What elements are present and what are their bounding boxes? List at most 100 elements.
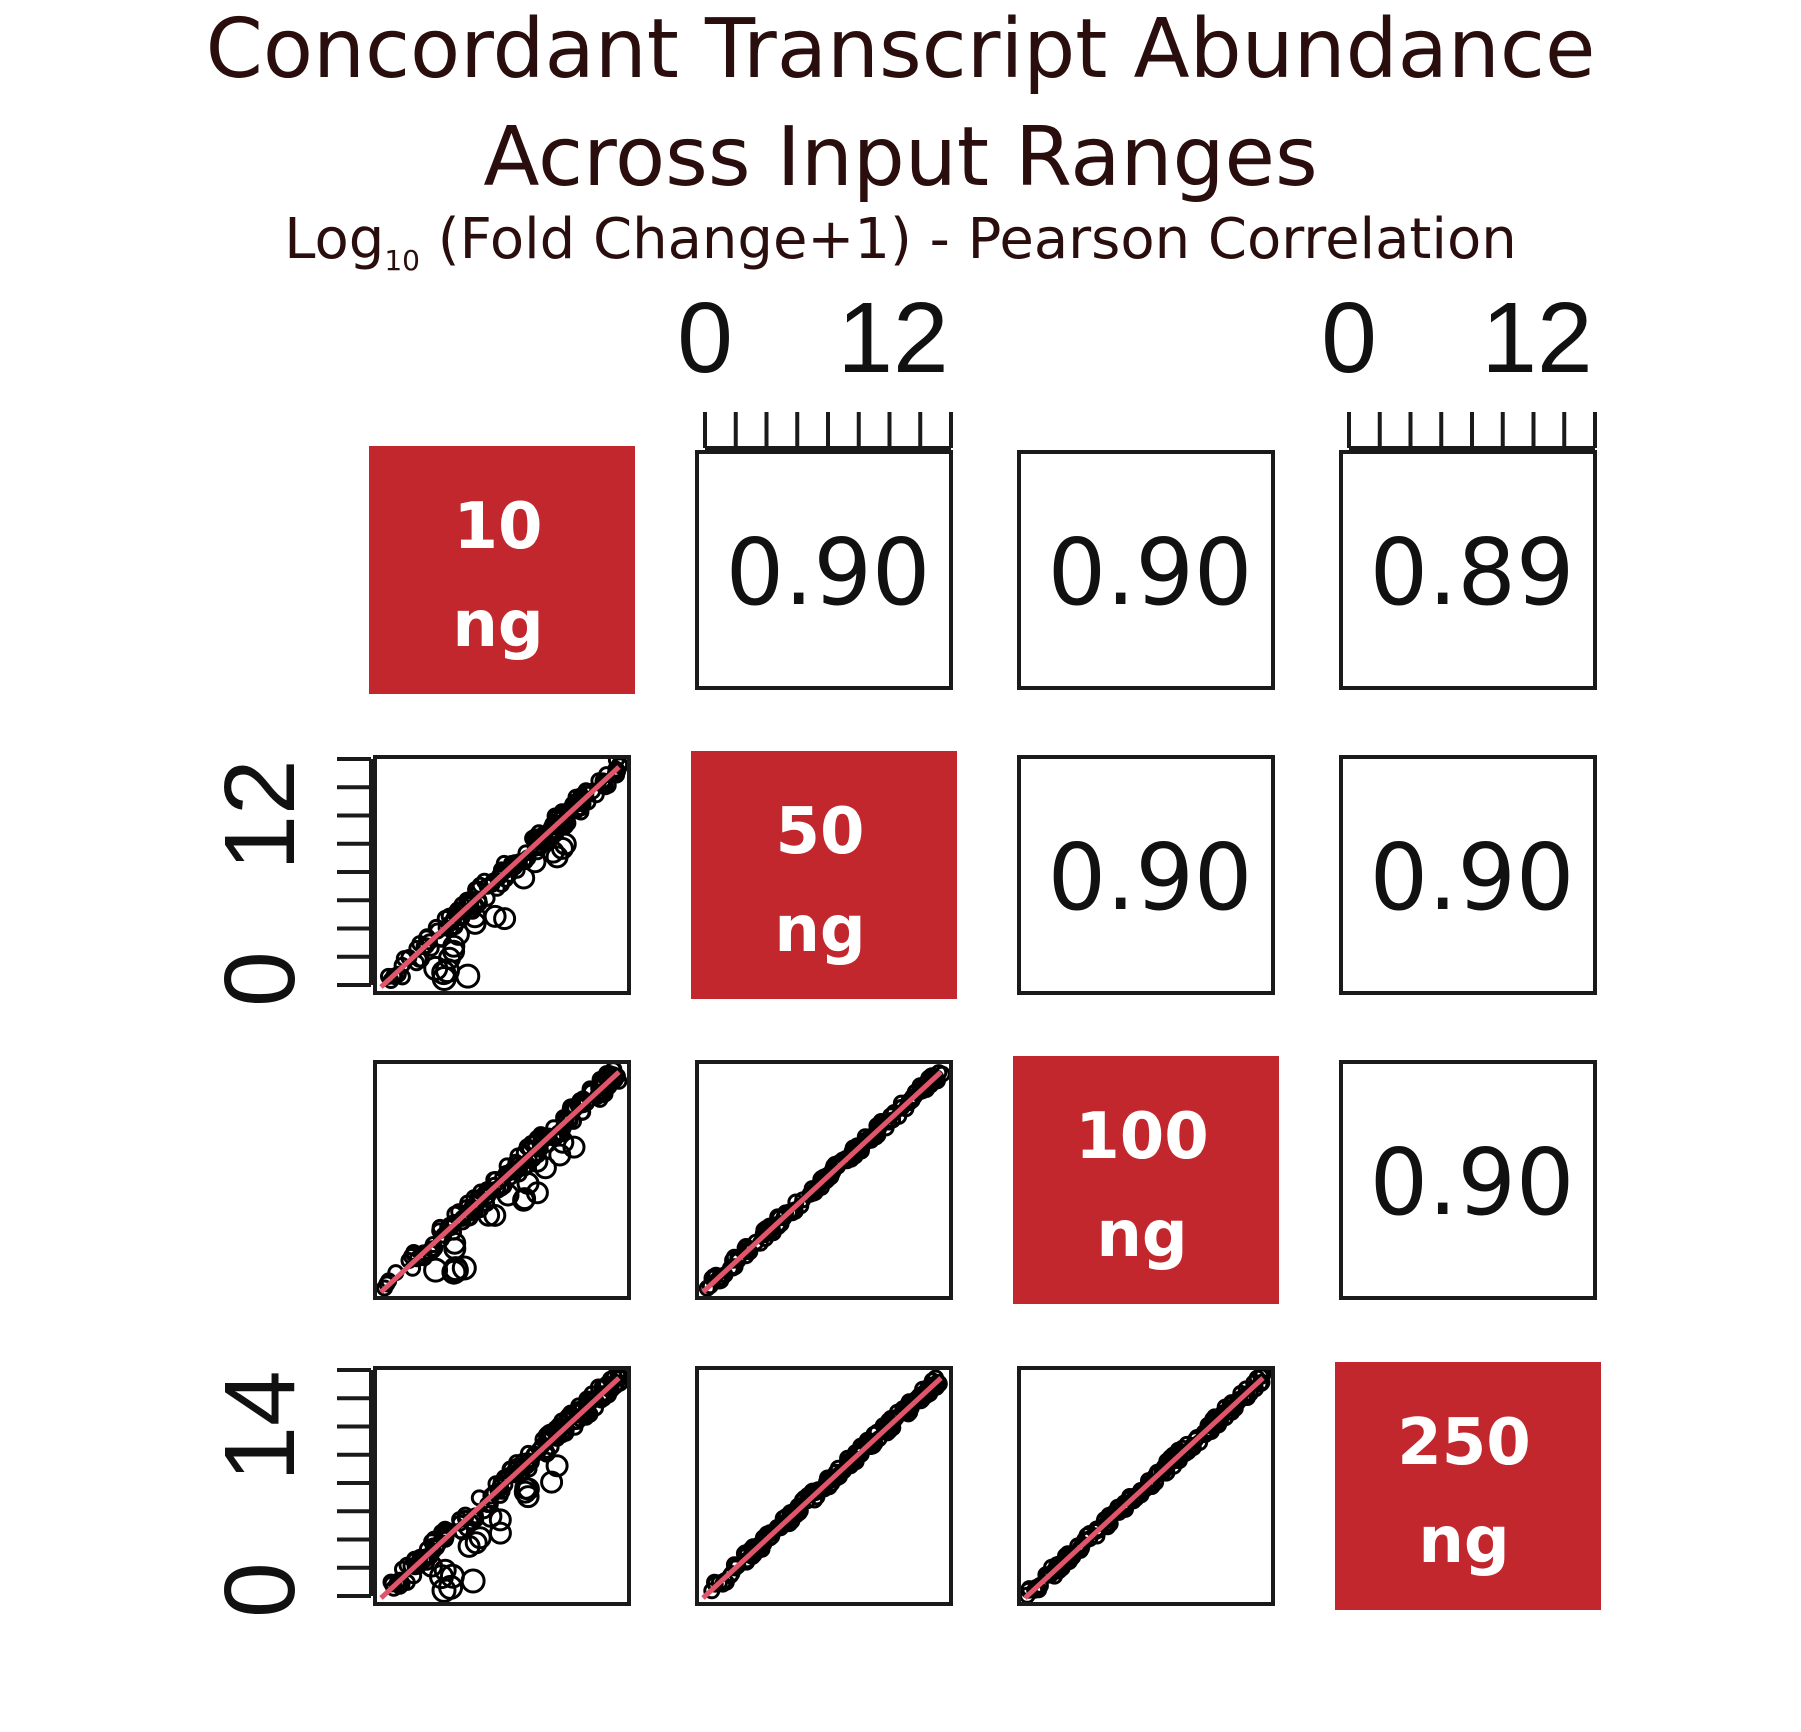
top-axis-tick-label-min: 0 xyxy=(1321,282,1377,394)
left-axis-tick-label-max: 12 xyxy=(204,759,316,870)
correlation-value: 0.89 xyxy=(1370,519,1575,626)
scatter-outlier xyxy=(516,1477,540,1501)
subtitle-rest: (Fold Change+1) - Pearson Correlation xyxy=(419,207,1517,272)
correlation-value: 0.90 xyxy=(1048,519,1253,626)
scatter-outlier xyxy=(550,836,574,860)
scatter-point xyxy=(829,1157,847,1175)
scatter-point xyxy=(849,1445,867,1463)
scatter-cell xyxy=(373,755,631,995)
scatter-outlier xyxy=(479,1504,503,1528)
diagonal-label-unit: ng xyxy=(1418,1504,1509,1578)
diagonal-cell-background xyxy=(1335,1362,1601,1610)
scatter-outlier xyxy=(439,1563,465,1589)
scatter-points xyxy=(703,1370,948,1600)
diagonal-label-value: 10 xyxy=(453,490,542,564)
scatter-point xyxy=(572,1096,590,1114)
fit-line xyxy=(701,1376,943,1600)
scatter-points xyxy=(1021,1370,1271,1602)
scatter-point xyxy=(560,1111,578,1129)
diagonal-label-cell: 100 ng xyxy=(1013,1056,1279,1304)
scatter-outlier xyxy=(493,907,517,931)
scatter-point xyxy=(769,1519,787,1537)
diagonal-label-cell: 10 ng xyxy=(369,446,635,694)
diagonal-label-value: 50 xyxy=(775,795,864,869)
scatter-point xyxy=(1202,1415,1220,1433)
top-axis-tick-label-max: 12 xyxy=(1481,282,1592,394)
diagonal-label-value: 250 xyxy=(1397,1406,1531,1480)
scatter-outlier xyxy=(429,1564,454,1590)
scatter-outlier xyxy=(423,955,449,981)
scatter-point xyxy=(738,1551,756,1569)
scatter-outlier xyxy=(451,1255,477,1281)
scatter-point xyxy=(1165,1449,1183,1467)
scatter-cell xyxy=(373,1366,631,1606)
chart-title-line-1: Concordant Transcript Abundance xyxy=(205,2,1596,97)
correlation-cell-frame xyxy=(1339,450,1597,690)
correlation-cell-frame xyxy=(1017,450,1275,690)
scatter-point xyxy=(482,1487,500,1505)
scatter-outlier xyxy=(516,1485,540,1509)
left-axis-tick-label-min: 0 xyxy=(204,951,316,1007)
scatter-outlier xyxy=(446,922,470,946)
diagonal-label-value: 100 xyxy=(1075,1100,1209,1174)
diagonal-cell-background xyxy=(1013,1056,1279,1304)
subtitle-log-base: 10 xyxy=(384,244,420,277)
scatter-outlier xyxy=(496,1183,520,1207)
scatter-point xyxy=(755,1226,773,1244)
correlation-cell: 0.90 xyxy=(1339,1060,1597,1300)
left-axis: 0 12 xyxy=(204,757,373,1007)
diagonal-label-cell: 50 ng xyxy=(691,751,957,999)
scatter-point xyxy=(930,1374,948,1392)
scatter-cell xyxy=(695,1366,953,1606)
scatter-outlier xyxy=(540,1470,564,1494)
scatter-point xyxy=(377,1279,394,1296)
scatter-point xyxy=(611,759,627,773)
scatter-point xyxy=(812,1173,830,1191)
top-axis: 0 12 xyxy=(1321,282,1597,450)
correlation-cell-frame xyxy=(695,450,953,690)
scatter-outlier xyxy=(551,1130,575,1154)
correlation-value: 0.90 xyxy=(1048,824,1253,931)
correlation-cell-frame xyxy=(1017,755,1275,995)
scatter-point xyxy=(387,968,404,986)
correlation-cell: 0.90 xyxy=(695,450,953,690)
scatter-outlier xyxy=(423,1257,449,1283)
scatter-point xyxy=(820,1168,838,1186)
diagonal-cell-background xyxy=(369,446,635,694)
correlation-cell-frame xyxy=(1339,1060,1597,1300)
scatter-outlier xyxy=(512,866,536,890)
scatter-cell xyxy=(373,1060,631,1300)
scatter-outlier xyxy=(463,905,487,929)
diagonal-label-unit: ng xyxy=(774,893,865,967)
correlation-cell: 0.90 xyxy=(1017,450,1275,690)
left-axis-tick-label-max: 14 xyxy=(204,1370,316,1481)
scatter-point xyxy=(594,772,612,790)
scatter-point xyxy=(839,1455,857,1473)
fit-line xyxy=(701,1070,943,1294)
scatter-point xyxy=(525,1445,543,1463)
scatter-point xyxy=(546,817,564,835)
left-axis-tick-label-min: 0 xyxy=(204,1562,316,1618)
scatter-outlier xyxy=(553,832,577,856)
scatter-outlier xyxy=(525,1149,549,1173)
scatter-outlier xyxy=(523,850,547,874)
scatter-point xyxy=(490,868,508,886)
diagonal-label-unit: ng xyxy=(452,588,543,662)
diagonal-label-cell: 250 ng xyxy=(1335,1362,1601,1610)
scatter-point xyxy=(572,790,590,808)
fit-line xyxy=(379,1376,621,1600)
subtitle-log: Log xyxy=(284,207,385,272)
scatter-point xyxy=(782,1507,800,1524)
correlation-value: 0.90 xyxy=(726,519,931,626)
diagonal-cell-background xyxy=(691,751,957,999)
top-axis-tick-label-max: 12 xyxy=(837,282,948,394)
correlation-value: 0.90 xyxy=(1370,1129,1575,1236)
chart-title-line-2: Across Input Ranges xyxy=(483,110,1318,205)
scatter-point xyxy=(530,833,547,851)
scatter-outlier xyxy=(513,1480,537,1504)
scatter-cell xyxy=(1017,1366,1275,1606)
scatter-point xyxy=(785,1201,803,1219)
scatter-point xyxy=(415,1244,433,1262)
